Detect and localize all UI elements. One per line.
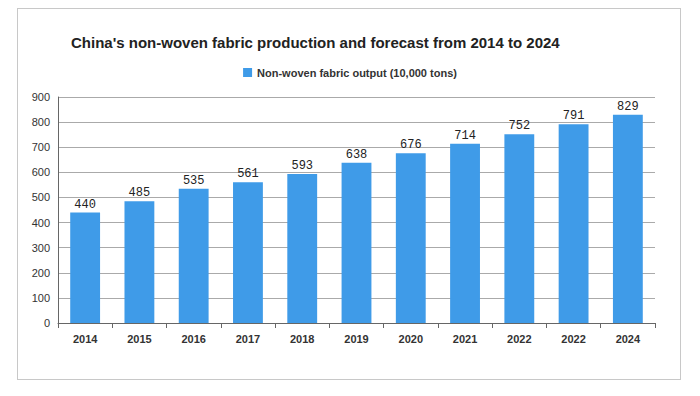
svg-text:561: 561 [237, 167, 259, 181]
svg-text:0: 0 [44, 317, 50, 329]
svg-text:2015: 2015 [127, 333, 151, 345]
svg-text:485: 485 [129, 186, 151, 200]
svg-text:791: 791 [563, 109, 585, 123]
svg-text:829: 829 [617, 100, 639, 114]
svg-text:535: 535 [183, 174, 205, 188]
svg-text:2014: 2014 [73, 333, 98, 345]
svg-text:400: 400 [32, 217, 50, 229]
svg-text:2016: 2016 [181, 333, 205, 345]
svg-text:2017: 2017 [236, 333, 260, 345]
svg-text:200: 200 [32, 267, 50, 279]
svg-text:593: 593 [291, 159, 313, 173]
svg-text:752: 752 [509, 119, 531, 133]
svg-text:2018: 2018 [290, 333, 314, 345]
svg-text:2022: 2022 [561, 333, 585, 345]
svg-text:500: 500 [32, 191, 50, 203]
svg-text:440: 440 [74, 198, 96, 212]
svg-text:2022: 2022 [507, 333, 531, 345]
svg-text:China's non-woven fabric produ: China's non-woven fabric production and … [71, 34, 560, 51]
svg-text:2021: 2021 [453, 333, 477, 345]
svg-text:Non-woven fabric output (10,00: Non-woven fabric output (10,000 tons) [257, 67, 457, 79]
svg-text:800: 800 [32, 116, 50, 128]
svg-text:676: 676 [400, 138, 422, 152]
svg-text:2024: 2024 [616, 333, 641, 345]
svg-text:714: 714 [454, 129, 476, 143]
svg-text:2019: 2019 [344, 333, 368, 345]
svg-text:700: 700 [32, 141, 50, 153]
svg-text:2020: 2020 [399, 333, 423, 345]
svg-text:600: 600 [32, 166, 50, 178]
svg-text:638: 638 [346, 148, 368, 162]
svg-text:900: 900 [32, 91, 50, 103]
svg-text:100: 100 [32, 292, 50, 304]
svg-text:300: 300 [32, 242, 50, 254]
